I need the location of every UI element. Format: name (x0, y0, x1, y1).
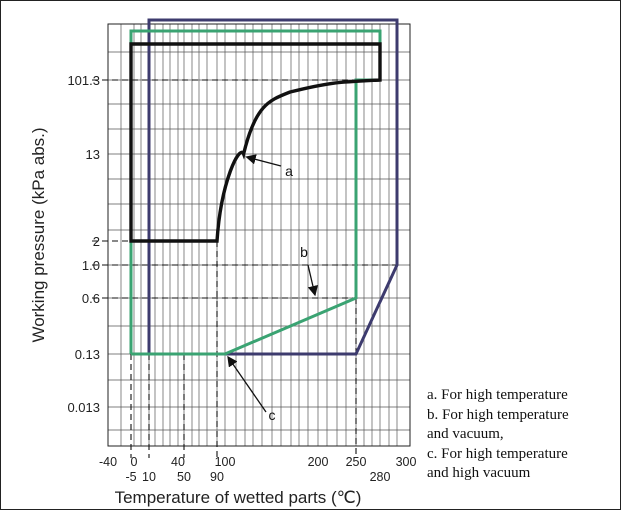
note-b-line1: b. For high temperature (427, 406, 569, 423)
annotation-label-a: a (285, 163, 293, 179)
annotation-label-c: c (269, 407, 276, 423)
y-tick-label: 101.3 (67, 73, 100, 88)
series-a-line (129, 42, 382, 243)
y-tick-label: 0.13 (75, 347, 100, 362)
y-axis-label: Working pressure (kPa abs.) (29, 127, 48, 342)
legend-notes: a. For high temperature b. For high temp… (427, 386, 621, 484)
note-a: a. For high temperature (427, 387, 568, 403)
x-tick-label: -5 (125, 470, 136, 484)
note-c-line2: and high vacuum (427, 465, 531, 481)
x-axis-label: Temperature of wetted parts (℃) (115, 488, 362, 507)
series-layer (129, 18, 399, 356)
y-tick-label: 0.6 (82, 291, 100, 306)
grid (108, 24, 410, 446)
y-tick-label: 13 (86, 147, 100, 162)
annotation-label-b: b (300, 244, 308, 260)
note-c-line1: c. For high temperature (427, 445, 568, 462)
x-tick-label: 280 (370, 470, 391, 484)
x-tick-label: 0 (131, 455, 138, 469)
y-tick-label: 2 (93, 234, 100, 249)
x-tick-label: 50 (177, 470, 191, 484)
y-tick-label: 0.013 (67, 400, 100, 415)
x-tick-label: 250 (346, 455, 367, 469)
y-tick-labels: 0.013 0.13 0.6 1.0 2 13 101.3 (67, 73, 100, 415)
x-tick-label: 90 (210, 470, 224, 484)
note-b-line2: and vacuum, (427, 426, 504, 442)
x-tick-label: 40 (171, 455, 185, 469)
annotation-arrow-c (227, 355, 267, 413)
x-tick-label: 200 (308, 455, 329, 469)
reference-lines (92, 79, 397, 458)
plot-frame (107, 23, 411, 447)
x-tick-label: 10 (142, 470, 156, 484)
series-c-line (147, 18, 399, 356)
annotations: a b c (227, 154, 318, 423)
x-tick-label: 300 (396, 455, 417, 469)
x-tick-label: -40 (99, 455, 117, 469)
y-tick-label: 1.0 (82, 258, 100, 273)
annotation-arrow-b (307, 264, 318, 297)
x-tick-label: 100 (215, 455, 236, 469)
annotation-arrow-a (245, 154, 282, 167)
